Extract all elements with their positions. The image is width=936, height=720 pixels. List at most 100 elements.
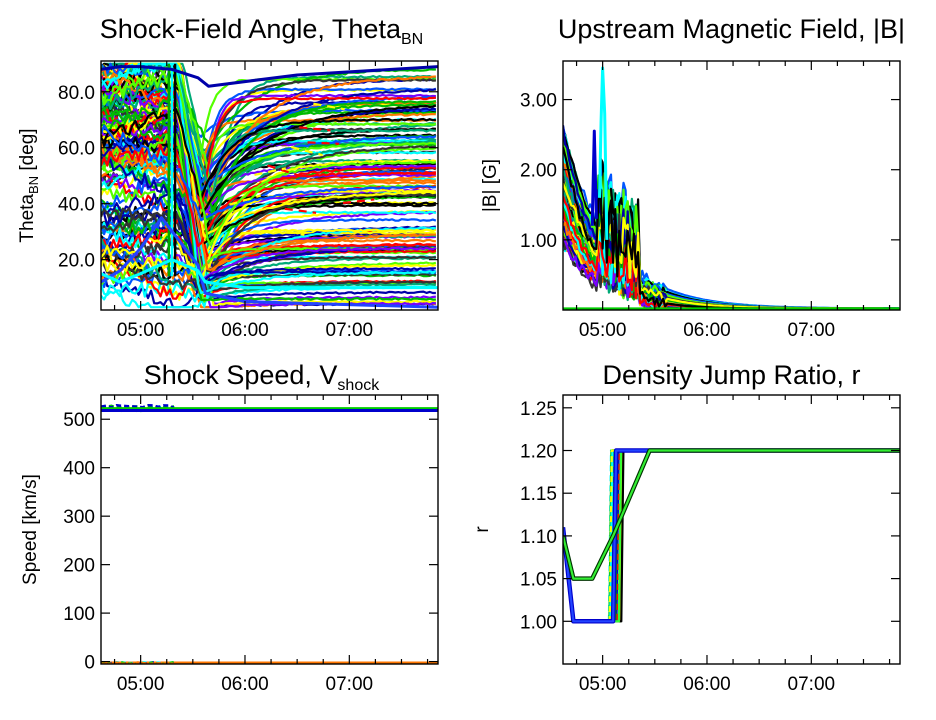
vshock-ylabel-main: Speed [km/s] [20,474,41,585]
ratio-title-main: Density Jump Ratio, r [602,360,860,390]
theta-dashed-line [284,207,317,214]
ratio-plot-area [563,448,900,624]
ratio-variant-line [563,449,640,623]
vshock-ytick-label: 200 [63,556,95,577]
theta-highlight-line [101,216,438,309]
theta-dashed-line [313,102,345,111]
bfield-panel: 05:00 06:00 07:00 1.00 2.00 3.00 Upstream Magn… [480,14,905,341]
ratio-variant-line [563,449,640,623]
theta-series-line [101,67,436,271]
ratio-variant-line [563,449,640,623]
vshock-xtick-label: 06:00 [221,674,269,695]
theta-series-line [101,159,437,284]
theta-dashed-line [229,194,262,206]
theta-series-line [101,75,436,218]
ratio-xtick-label: 07:00 [788,674,836,695]
ratio-title: Density Jump Ratio, r [602,360,860,390]
theta-series-line [101,137,437,207]
vshock-ytick-label: 500 [63,410,95,431]
vshock-ytick-label: 300 [63,507,95,528]
ratio-frame [562,394,901,665]
theta-xtick-label: 05:00 [117,320,165,341]
ratio-ylabel-main: r [472,526,493,533]
ratio-variant-line [563,449,640,623]
theta-series-line [101,124,437,222]
vshock-title-sub: shock [337,377,380,394]
ratio-ytick-label: 1.10 [520,527,557,548]
ratio-variant-line [563,449,640,623]
vshock-xtick-label: 05:00 [117,674,165,695]
theta-frame [100,60,439,311]
theta-ylabel-suffix: [deg] [17,128,38,176]
bfield-xtick-label: 05:00 [579,320,627,341]
theta-series-line [101,62,437,295]
theta-series-line [101,145,437,279]
vshock-bottom-line [101,661,175,664]
ratio-variant-line [563,449,640,623]
theta-series-line [101,207,437,295]
bfield-peak-line [590,129,598,226]
theta-series-line [101,83,437,283]
ratio-ylabel: r [472,526,493,533]
ratio-variant-line [563,449,640,623]
theta-ytick-label: 60.0 [58,139,95,160]
bfield-title-main: Upstream Magnetic Field, |B| [558,14,905,44]
theta-series-line [101,195,437,269]
ratio-series-line [563,449,900,580]
theta-ylabel-main: Theta [17,194,38,243]
bfield-ylabel: |B| [G] [480,159,501,212]
vshock-ytick-label: 400 [63,459,95,480]
vshock-panel: 05:00 06:00 07:00 0 100 200 300 400 500 Shock Spe… [20,360,439,695]
theta-ylabel: ThetaBN [deg] [17,128,41,242]
theta-dashed-line [291,145,323,157]
theta-series-line [101,76,437,263]
ratio-variant-line [563,449,640,623]
theta-xtick-label: 07:00 [326,320,374,341]
ratio-ytick-label: 1.20 [520,442,557,463]
theta-dashed-line [342,198,375,205]
vshock-frame [100,394,439,665]
theta-dashed-line [267,164,300,177]
theta-highlight-line [101,65,438,88]
bfield-ylabel-main: |B| [G] [480,159,501,212]
theta-panel: 05:00 06:00 07:00 20.0 40.0 60.0 80.0 Shock-Fie… [17,14,439,341]
vshock-title-main: Shock Speed, V [144,360,338,390]
ratio-variant-line [563,449,640,623]
ratio-variant-line [563,449,640,623]
theta-ylabel-sub: BN [26,176,41,194]
vshock-plot-area [101,403,438,664]
ratio-variant-line [563,449,640,623]
ratio-variant-line [563,449,640,623]
bfield-frame [562,60,901,311]
theta-series-line [101,94,436,302]
ratio-panel: 05:00 06:00 07:00 1.00 1.05 1.10 1.15 1.20 1.25 D… [472,360,901,695]
ratio-ytick-label: 1.00 [520,612,557,633]
theta-series-line [101,188,437,271]
vshock-title: Shock Speed, Vshock [144,360,380,394]
theta-plot-area [101,62,438,309]
ratio-variant-line [563,449,640,623]
theta-series-line [101,67,437,197]
ratio-variant-line [563,449,640,623]
theta-title-main: Shock-Field Angle, Theta [100,14,402,44]
vshock-ytick-label: 100 [63,604,95,625]
ratio-variant-line [563,449,640,623]
ratio-variant-line [563,449,640,623]
theta-ytick-label: 80.0 [58,83,95,104]
theta-highlight-line [101,258,438,290]
theta-dashed-line [254,167,287,176]
ratio-variant-line [563,449,640,623]
bfield-ytick-label: 2.00 [520,161,557,182]
ratio-xtick-label: 06:00 [683,674,731,695]
theta-dashed-line [299,126,331,132]
theta-dashed-line [272,227,305,236]
bfield-ytick-label: 3.00 [520,91,557,112]
theta-dashed-line [307,141,339,145]
theta-ytick-label: 20.0 [58,251,95,272]
bfield-xtick-label: 07:00 [788,320,836,341]
ratio-variant-line [563,449,640,623]
ratio-variant-line [563,449,640,623]
ratio-variant-line [563,449,640,623]
ratio-variant-line [563,449,640,623]
